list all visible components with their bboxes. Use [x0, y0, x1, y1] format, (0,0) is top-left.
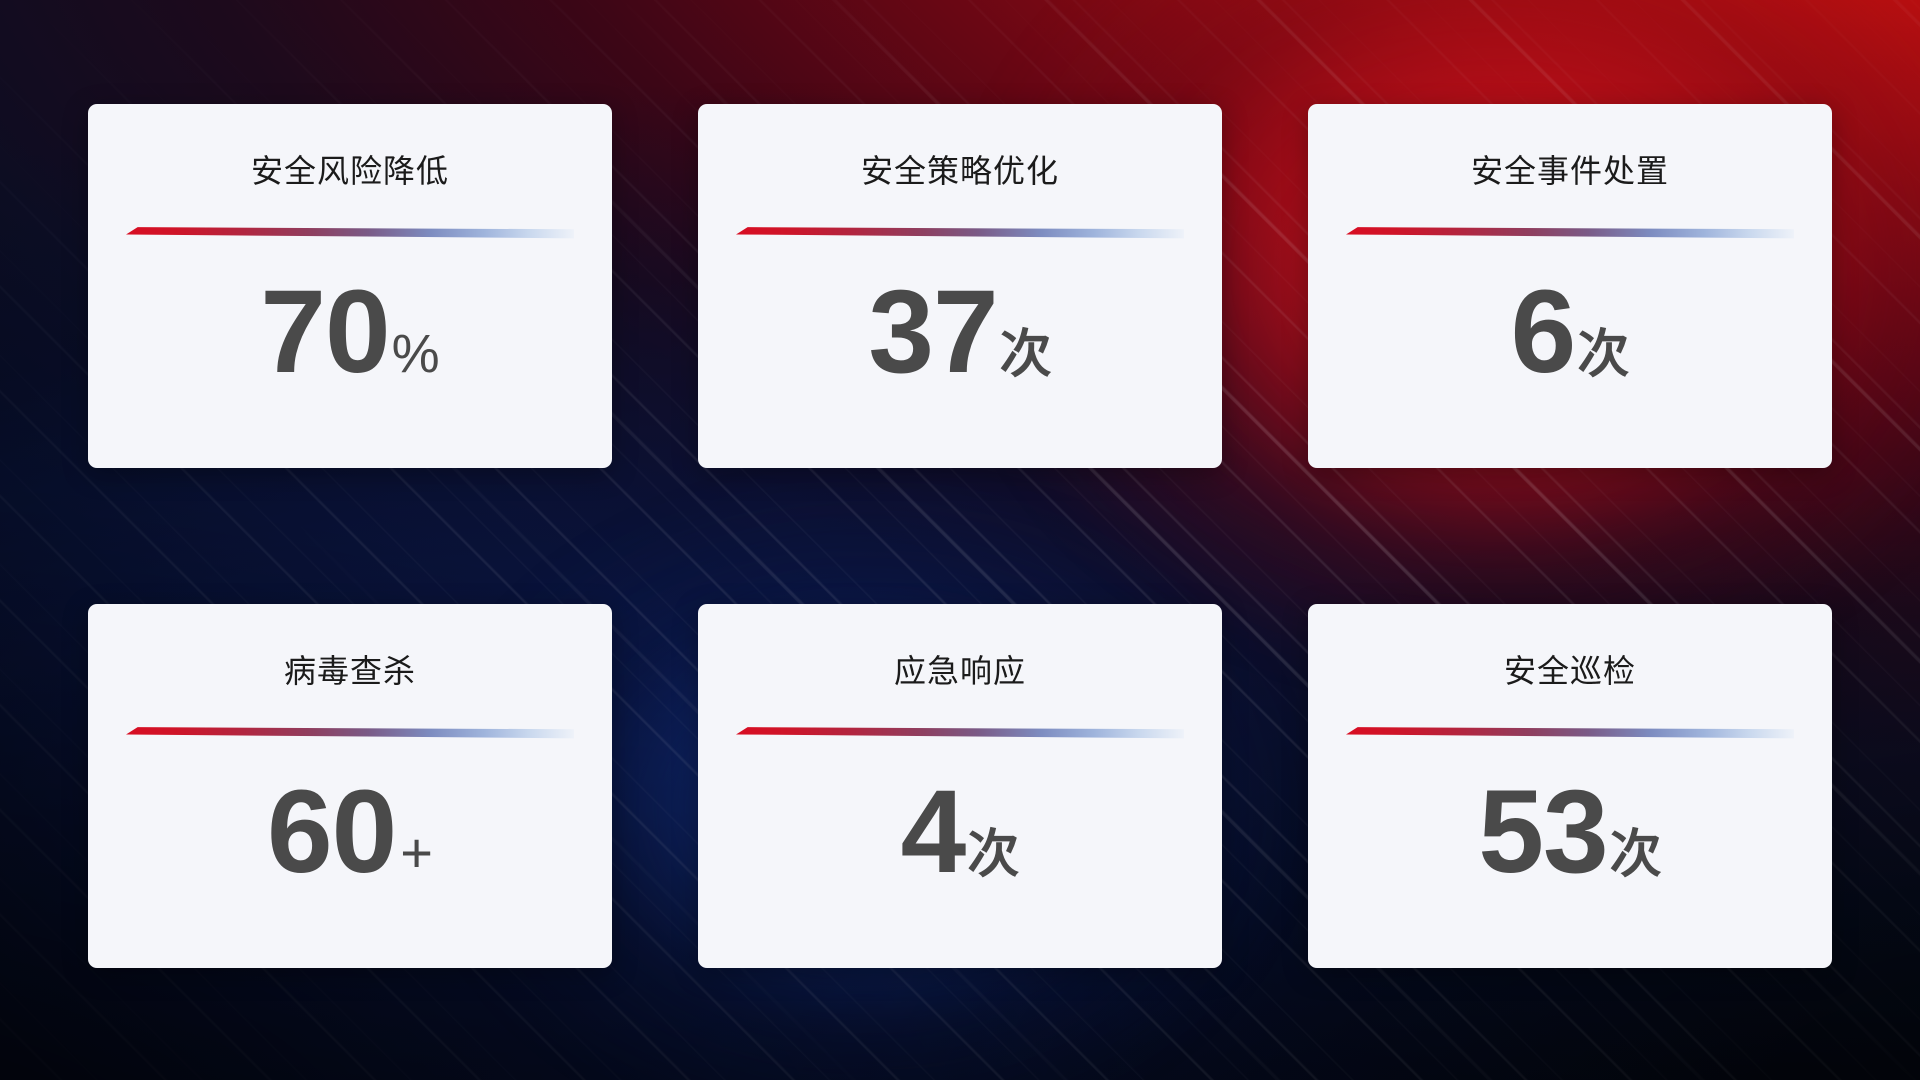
stat-card-value: 6 次	[1511, 273, 1630, 391]
stat-value-unit: +	[400, 821, 433, 885]
stat-value-unit: 次	[967, 826, 1020, 885]
stat-value-number: 60	[267, 766, 397, 899]
stat-card-divider	[1346, 726, 1794, 739]
divider-gradient-bar	[736, 227, 1184, 239]
stat-card-title: 病毒查杀	[283, 653, 416, 689]
stat-value-unit: 次	[999, 326, 1052, 385]
stat-value-number: 37	[868, 266, 998, 399]
divider-gradient-bar	[736, 727, 1184, 739]
stat-value-unit: %	[391, 324, 440, 385]
stat-value-number: 4	[900, 766, 967, 899]
stat-card-value: 53 次	[1478, 773, 1661, 891]
stat-card-security-policy-optimization[interactable]: 安全策略优化 37 次	[698, 104, 1222, 468]
stat-value-number: 53	[1478, 766, 1608, 899]
stat-card-emergency-response[interactable]: 应急响应 4 次	[698, 604, 1222, 968]
stat-value-number: 6	[1510, 266, 1577, 399]
stat-card-security-incident-handling[interactable]: 安全事件处置 6 次	[1308, 104, 1832, 468]
stat-card-security-inspection[interactable]: 安全巡检 53 次	[1308, 604, 1832, 968]
divider-gradient-bar	[126, 727, 574, 739]
stat-card-value: 4 次	[901, 773, 1020, 891]
stat-card-virus-scanning[interactable]: 病毒查杀 60 +	[88, 604, 612, 968]
stat-card-title: 应急响应	[893, 653, 1026, 689]
stat-card-value: 60 +	[267, 773, 433, 891]
divider-gradient-bar	[126, 227, 574, 239]
stat-card-value: 37 次	[868, 273, 1051, 391]
stat-card-divider	[1346, 226, 1794, 239]
stat-card-grid: 安全风险降低 70 % 安全策略优化 37 次 安全事件处置	[88, 104, 1832, 972]
stat-card-title: 安全事件处置	[1470, 153, 1669, 189]
stat-card-title: 安全策略优化	[860, 153, 1059, 189]
stat-value-number: 70	[260, 266, 390, 399]
stat-card-divider	[736, 726, 1184, 739]
stat-card-divider	[736, 226, 1184, 239]
stat-card-divider	[126, 226, 574, 239]
stat-value-unit: 次	[1609, 826, 1662, 885]
stat-value-unit: 次	[1577, 326, 1630, 385]
divider-gradient-bar	[1346, 727, 1794, 739]
stat-card-value: 70 %	[260, 273, 439, 391]
divider-gradient-bar	[1346, 227, 1794, 239]
stat-card-security-risk-reduction[interactable]: 安全风险降低 70 %	[88, 104, 612, 468]
stat-card-title: 安全风险降低	[250, 153, 449, 189]
stat-card-divider	[126, 726, 574, 739]
stat-card-title: 安全巡检	[1503, 653, 1636, 689]
